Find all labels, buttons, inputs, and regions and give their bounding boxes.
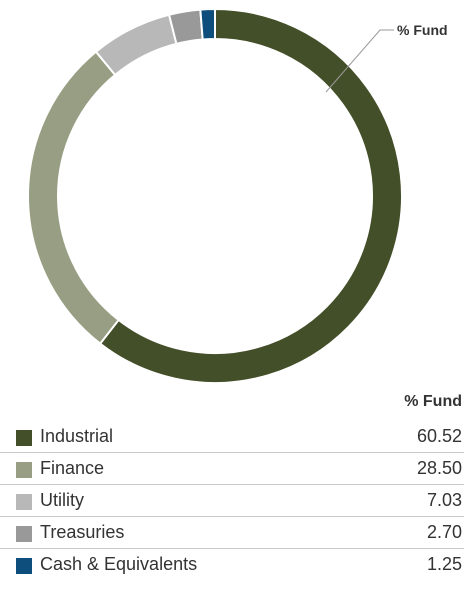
- callout-label: % Fund: [397, 22, 448, 38]
- legend-swatch: [16, 462, 32, 478]
- legend-label: Utility: [40, 490, 84, 510]
- donut-slice-finance: [27, 50, 121, 346]
- column-header: % Fund: [404, 393, 462, 410]
- legend-value: 60.52: [416, 426, 462, 446]
- donut-slice-treasuries: [167, 8, 204, 46]
- donut-chart: % Fund: [27, 7, 448, 384]
- legend-swatch: [16, 494, 32, 510]
- legend-table: Industrial 60.52 Finance 28.50 Utility 7…: [0, 421, 464, 581]
- legend-row-finance: Finance 28.50: [0, 453, 464, 485]
- callout-leader-line: [325, 29, 394, 93]
- donut-slice-industrial: [98, 7, 403, 384]
- donut-slice-utility: [94, 13, 178, 77]
- legend-value: 7.03: [426, 490, 462, 510]
- legend-value: 1.25: [426, 554, 462, 574]
- legend-value: 2.70: [426, 522, 462, 542]
- legend-row-utility: Utility 7.03: [0, 485, 464, 517]
- legend-swatch: [16, 430, 32, 446]
- legend-row-cash-equivalents: Cash & Equivalents 1.25: [0, 549, 464, 581]
- legend-label: Industrial: [40, 426, 114, 446]
- legend-value: 28.50: [416, 458, 462, 478]
- donut-slices: [27, 7, 403, 384]
- legend-row-industrial: Industrial 60.52: [0, 421, 464, 453]
- legend-row-treasuries: Treasuries 2.70: [0, 517, 464, 549]
- legend-swatch: [16, 558, 32, 574]
- donut-slice-cash-equivalents: [199, 7, 216, 41]
- legend-label: Cash & Equivalents: [40, 554, 198, 574]
- legend-swatch: [16, 526, 32, 542]
- legend-label: Finance: [40, 458, 105, 478]
- legend-label: Treasuries: [40, 522, 125, 542]
